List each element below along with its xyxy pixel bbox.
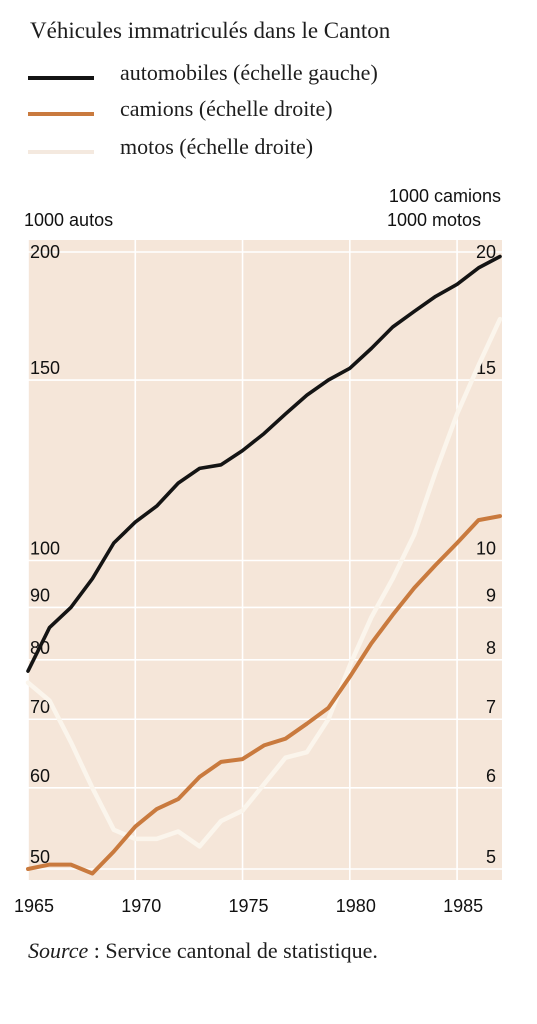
- right-axis-label-line-2: 1000 motos: [386, 210, 481, 230]
- left-tick-label-70: 70: [30, 697, 50, 717]
- right-tick-label-5: 5: [486, 847, 496, 867]
- left-axis-label: 1000 autos: [24, 210, 114, 230]
- source-key: Source: [28, 938, 89, 963]
- source-text: : Service cantonal de statistique.: [88, 938, 378, 963]
- right-tick-label-8: 8: [486, 638, 496, 658]
- legend-label-motos: motos (échelle droite): [120, 134, 314, 159]
- right-tick-label-9: 9: [486, 585, 496, 605]
- left-tick-label-150: 150: [30, 358, 60, 378]
- legend-swatch-motos: [28, 150, 94, 154]
- line-chart: 1965 1970 1975 1980 198550607080901001502005…: [14, 240, 503, 916]
- right-axis-label-line-1: 1000 camions: [388, 186, 501, 206]
- source-note: Source : Service cantonal de statistique…: [28, 938, 378, 964]
- left-tick-label-200: 200: [30, 242, 60, 262]
- legend-label-camions: camions (échelle droite): [120, 96, 333, 121]
- series-line-motos: [25, 316, 503, 849]
- right-tick-label-10: 10: [476, 539, 496, 559]
- legend-item-camions: camions (échelle droite): [28, 96, 508, 130]
- x-tick-label-1975: 1975: [229, 896, 269, 916]
- legend-item-autos: automobiles (échelle gauche): [28, 60, 508, 94]
- x-tick-label-1965: 1965: [14, 896, 54, 916]
- legend-item-motos: motos (échelle droite): [28, 134, 508, 168]
- legend-swatch-autos: [28, 76, 94, 80]
- x-tick-label-1970: 1970: [121, 896, 161, 916]
- legend-swatch-camions: [28, 112, 94, 116]
- x-tick-label-1985: 1985: [443, 896, 483, 916]
- right-tick-label-6: 6: [486, 766, 496, 786]
- left-tick-label-100: 100: [30, 539, 60, 559]
- right-tick-label-7: 7: [486, 697, 496, 717]
- series-line-camions: [26, 514, 502, 876]
- left-tick-label-60: 60: [30, 766, 50, 786]
- left-tick-label-90: 90: [30, 585, 50, 605]
- x-tick-label-1980: 1980: [336, 896, 376, 916]
- legend-label-autos: automobiles (échelle gauche): [120, 60, 378, 85]
- right-tick-label-20: 20: [476, 242, 496, 262]
- chart-title: Véhicules immatriculés dans le Canton: [30, 18, 391, 43]
- left-tick-label-50: 50: [30, 847, 50, 867]
- series-line-autos: [26, 254, 502, 673]
